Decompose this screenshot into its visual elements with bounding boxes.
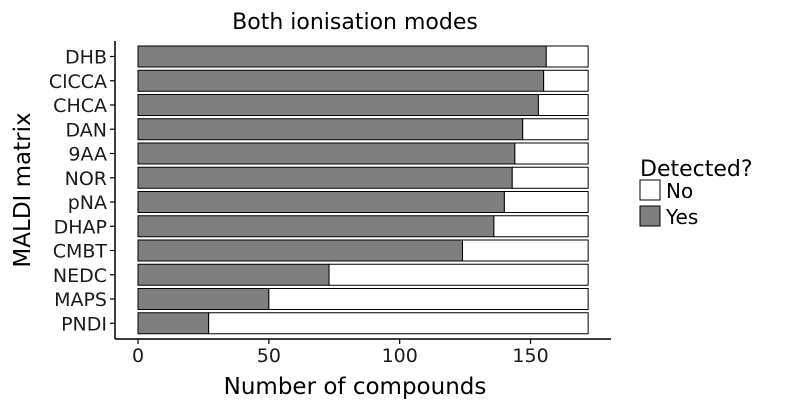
bar-no-cmbt — [462, 239, 589, 262]
bar-no-dhb — [545, 45, 589, 68]
bar-yes-nor — [137, 166, 513, 189]
y-tick-label: DHB — [65, 47, 107, 69]
y-tick-label: NOR — [65, 168, 107, 190]
bar-yes-chca — [137, 94, 539, 116]
y-tick-label: ClCCA — [49, 71, 107, 93]
y-tick-label: pNA — [68, 192, 107, 214]
bar-no-clcca — [543, 69, 589, 92]
y-tick-label: DHAP — [54, 216, 107, 238]
bar-yes-pna — [137, 191, 505, 213]
legend-swatch-yes — [639, 205, 661, 227]
y-tick-label: CHCA — [53, 95, 107, 117]
bars-group — [137, 45, 589, 335]
bar-no-pndi — [208, 312, 589, 335]
bar-yes-cmbt — [137, 239, 464, 262]
bar-yes-nedc — [137, 263, 330, 286]
bar-no-pna — [503, 191, 589, 213]
y-tick-label: DAN — [65, 119, 107, 141]
y-tick-label: 9AA — [68, 144, 107, 166]
bar-yes-maps — [137, 288, 270, 310]
bar-yes-clcca — [137, 69, 545, 92]
bar-no-nedc — [328, 263, 589, 286]
bar-no-9aa — [514, 142, 589, 165]
legend: Detected? No Yes — [639, 157, 753, 229]
y-axis-title: MALDI matrix — [10, 112, 36, 267]
bar-yes-dan — [137, 118, 524, 141]
legend-label-yes: Yes — [665, 205, 698, 229]
x-tick-label: 50 — [257, 345, 281, 367]
legend-swatch-no — [639, 179, 661, 201]
bar-yes-pndi — [137, 312, 210, 335]
bar-yes-dhap — [137, 215, 495, 238]
legend-label-no: No — [666, 179, 693, 203]
bar-yes-9aa — [137, 142, 516, 165]
y-tick-label: NEDC — [53, 265, 107, 287]
x-axis-title: Number of compounds — [224, 374, 487, 400]
x-ticks-group: 0 50 100 150 — [132, 339, 549, 367]
x-tick-label: 150 — [512, 345, 548, 367]
bar-no-dhap — [493, 215, 589, 238]
y-tick-label: PNDI — [61, 313, 107, 335]
y-tick-label: MAPS — [54, 289, 107, 311]
x-tick-label: 100 — [382, 345, 418, 367]
x-tick-label: 0 — [132, 345, 144, 367]
chart-title: Both ionisation modes — [232, 10, 478, 35]
bar-no-chca — [537, 94, 589, 116]
bar-no-nor — [511, 166, 589, 189]
bar-no-dan — [522, 118, 589, 141]
bar-yes-dhb — [137, 45, 547, 68]
y-tick-label: CMBT — [53, 241, 108, 263]
bar-no-maps — [268, 288, 589, 310]
legend-title: Detected? — [640, 157, 753, 182]
